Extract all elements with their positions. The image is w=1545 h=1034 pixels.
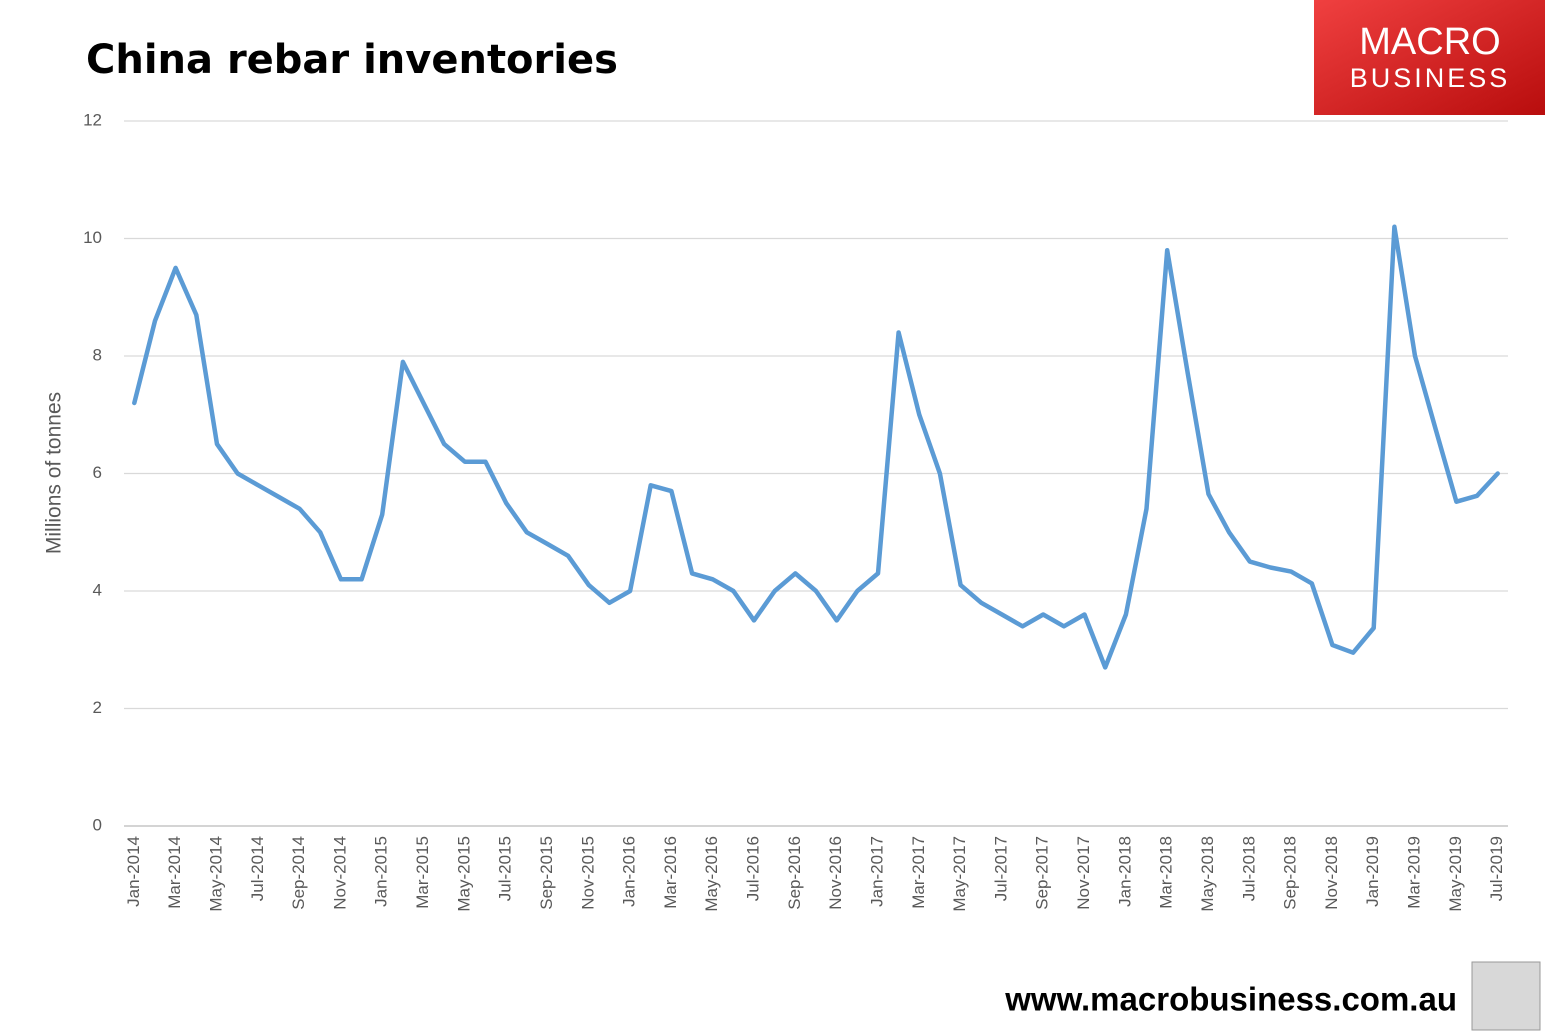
x-tick-label: Sep-2014 [289,836,308,910]
x-tick-label: Nov-2015 [578,836,597,910]
y-tick-label: 12 [83,110,102,129]
x-tick-label: Jul-2015 [496,836,515,901]
y-tick-label: 0 [93,815,102,834]
logo-box [1314,0,1545,115]
x-tick-label: Nov-2017 [1074,836,1093,910]
x-tick-label: Jul-2017 [991,836,1010,901]
y-tick-label: 8 [93,345,102,364]
x-tick-label: May-2017 [950,836,969,912]
x-tick-label: Mar-2015 [413,836,432,909]
chart-title: China rebar inventories [86,37,618,83]
x-tick-label: Sep-2016 [785,836,804,910]
x-tick-label: Mar-2016 [661,836,680,909]
x-tick-label: May-2019 [1446,836,1465,912]
x-tick-label: Jul-2018 [1239,836,1258,901]
x-tick-label: Jan-2016 [620,836,639,907]
x-tick-label: Jan-2019 [1363,836,1382,907]
x-tick-label: Sep-2017 [1033,836,1052,910]
source-text: www.macrobusiness.com.au [1004,981,1457,1018]
y-tick-label: 10 [83,228,102,247]
x-tick-label: Jul-2014 [248,836,267,901]
x-tick-label: Mar-2017 [909,836,928,909]
x-tick-label: Mar-2018 [1157,836,1176,909]
x-tick-label: Jan-2015 [372,836,391,907]
x-tick-label: Jul-2016 [744,836,763,901]
x-tick-label: Nov-2018 [1322,836,1341,910]
logo-text: BUSINESS [1350,63,1511,93]
x-tick-label: May-2018 [1198,836,1217,912]
x-tick-label: Jan-2018 [1115,836,1134,907]
x-tick-label: Nov-2016 [826,836,845,910]
y-tick-label: 4 [93,580,102,599]
x-tick-label: Mar-2019 [1405,836,1424,909]
x-tick-label: Jan-2017 [867,836,886,907]
x-tick-label: Nov-2014 [330,836,349,910]
x-tick-label: May-2016 [702,836,721,912]
y-tick-label: 2 [93,698,102,717]
logo-image [1471,961,1541,1031]
y-axis-label: Millions of tonnes [43,392,66,554]
x-tick-label: May-2014 [206,836,225,912]
x-tick-label: Sep-2015 [537,836,556,910]
y-tick-label: 6 [93,463,102,482]
x-tick-label: Mar-2014 [165,836,184,909]
x-tick-label: Jan-2014 [124,836,143,907]
x-tick-label: May-2015 [454,836,473,912]
x-tick-label: Sep-2018 [1281,836,1300,910]
x-tick-label: Jul-2019 [1487,836,1506,901]
line-series [132,224,1500,670]
logo-text: MACRO [1359,21,1500,63]
